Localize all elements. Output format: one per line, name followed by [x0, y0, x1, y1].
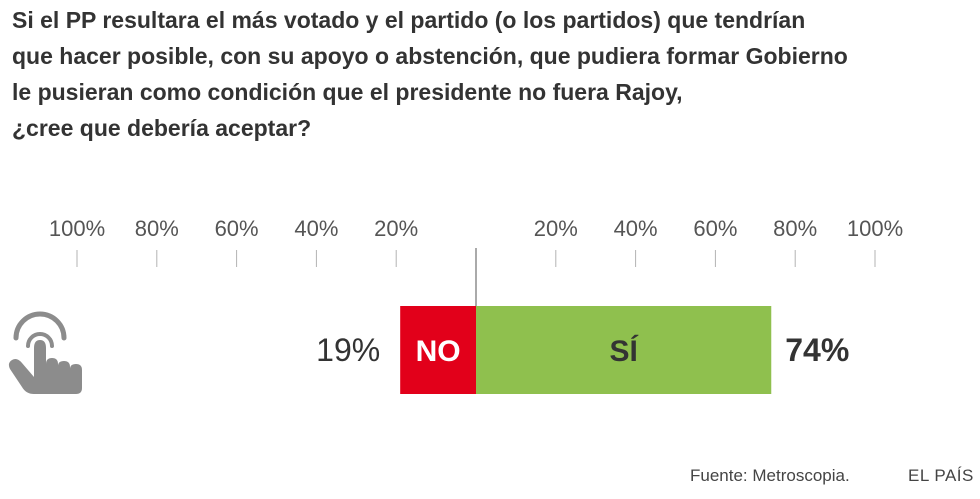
tick-label-right: 100%	[847, 216, 903, 241]
tick-label-right: 40%	[614, 216, 658, 241]
data-label-no: 19%	[316, 332, 380, 368]
tick-label-left: 40%	[294, 216, 338, 241]
bar-si	[476, 306, 772, 394]
bar-label-si: SÍ	[609, 334, 638, 368]
chart-title: Si el PP resultara el más votado y el pa…	[12, 2, 978, 146]
tick-label-right: 20%	[534, 216, 578, 241]
tick-label-right: 80%	[773, 216, 817, 241]
source-note: Fuente: Metroscopia.	[690, 466, 850, 485]
data-label-si: 74%	[785, 332, 849, 368]
bar-label-no: NO	[416, 335, 461, 368]
bar-no	[400, 306, 476, 394]
title-line: Si el PP resultara el más votado y el pa…	[12, 7, 806, 33]
tick-label-left: 20%	[374, 216, 418, 241]
tick-label-left: 80%	[135, 216, 179, 241]
pointing-hand-icon	[8, 311, 82, 394]
title-line: le pusieran como condición que el presid…	[12, 79, 683, 105]
tick-label-right: 60%	[693, 216, 737, 241]
diverging-bar-chart: 100% 80% 60% 40% 20% 20% 40% 60% 80% 100% NO 19% SÍ 7…	[49, 216, 903, 394]
title-line: ¿cree que debería aceptar?	[12, 115, 312, 141]
tick-label-left: 60%	[215, 216, 259, 241]
tick-label-left: 100%	[49, 216, 105, 241]
brand-logo: EL PAÍS	[908, 466, 974, 485]
title-line: que hacer posible, con su apoyo o absten…	[12, 43, 848, 69]
